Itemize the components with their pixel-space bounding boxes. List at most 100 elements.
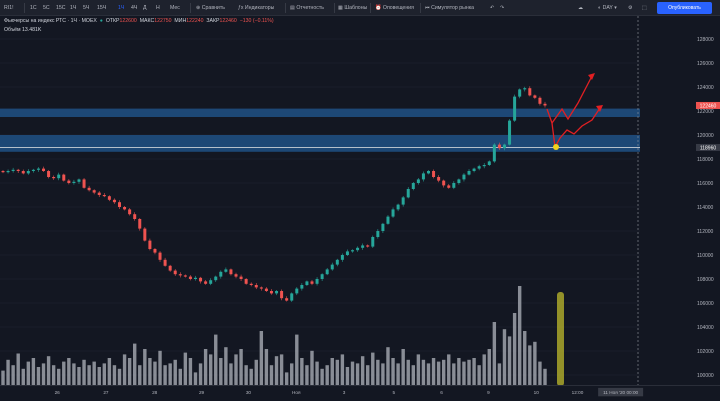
candle-body bbox=[452, 183, 456, 188]
camera-icon[interactable]: ⬚ bbox=[642, 5, 647, 11]
volume-bar bbox=[366, 365, 370, 385]
candle-body bbox=[305, 281, 309, 285]
support-zone bbox=[0, 135, 640, 152]
candle-body bbox=[502, 144, 506, 149]
candle-body bbox=[361, 245, 365, 248]
price-tick-label: 128000 bbox=[697, 37, 714, 43]
cloud-icon[interactable]: ☁ bbox=[578, 5, 584, 11]
candle-body bbox=[472, 168, 476, 171]
volume-bar bbox=[92, 361, 96, 385]
undo-icon[interactable]: ↶ bbox=[490, 5, 495, 11]
candle-body bbox=[16, 169, 20, 171]
legend-title-row: Фьючерсы на индекс РТС · 1Ч · MOEX ● ОТК… bbox=[4, 18, 274, 24]
volume-bar bbox=[97, 367, 101, 385]
candle-body bbox=[26, 171, 30, 174]
volume-bar bbox=[355, 363, 360, 385]
candle-body bbox=[178, 274, 182, 276]
low-label: МИН bbox=[174, 18, 187, 24]
entry-point-marker bbox=[553, 144, 559, 150]
candle-body bbox=[173, 270, 177, 275]
volume-bar bbox=[421, 359, 426, 385]
volume-bar bbox=[477, 365, 481, 385]
gear-icon[interactable]: ⚙ bbox=[628, 5, 633, 11]
candle-body bbox=[366, 245, 370, 247]
candle-body bbox=[513, 96, 517, 121]
candle-body bbox=[275, 291, 279, 294]
timeframe-select[interactable]: ◐ DAY ▾ bbox=[598, 5, 617, 11]
symbol-search-input[interactable]: RI1! bbox=[4, 5, 14, 11]
candle-body bbox=[351, 250, 355, 252]
indicators-button[interactable]: ƒx Индикаторы bbox=[238, 5, 275, 11]
time-axis[interactable]: 26 27 28 29 30 Ноя 3 5 6 9 10 12:00 11 Ноя '20 00:0… bbox=[0, 385, 720, 401]
toolbar-divider bbox=[420, 3, 421, 13]
interval-button[interactable]: 15С bbox=[56, 5, 66, 11]
volume-bar bbox=[122, 354, 127, 385]
volume-bar bbox=[457, 358, 461, 385]
price-tick-label: 108000 bbox=[697, 277, 714, 283]
candle-body bbox=[462, 174, 466, 180]
candle-body bbox=[244, 279, 248, 284]
candle-body bbox=[335, 259, 339, 265]
volume-bar bbox=[16, 353, 20, 385]
candle-body bbox=[219, 271, 223, 277]
reports-label: Отчетность bbox=[296, 5, 324, 11]
price-tick-label: 100000 bbox=[697, 373, 714, 379]
price-axis-bg bbox=[640, 16, 720, 385]
candle-body bbox=[421, 173, 425, 180]
templates-label: Шаблоны bbox=[344, 5, 368, 11]
volume-bar bbox=[153, 361, 157, 385]
candle-body bbox=[396, 204, 400, 210]
compare-label: Сравнить bbox=[201, 5, 225, 11]
price-tick-label: 102000 bbox=[697, 349, 714, 355]
interval-button[interactable]: Н bbox=[156, 5, 160, 11]
current-price-badge bbox=[696, 101, 720, 109]
interval-button[interactable]: 5Ч bbox=[83, 5, 90, 11]
simulator-label: Симулятор рынка bbox=[431, 5, 474, 11]
interval-button[interactable]: 5С bbox=[43, 5, 50, 11]
candle-body bbox=[280, 291, 284, 299]
volume-bar bbox=[208, 354, 213, 385]
price-tick-label: 118000 bbox=[697, 157, 714, 163]
alerts-button[interactable]: ⏰ Оповещения bbox=[375, 5, 414, 11]
interval-button[interactable]: 1Ч bbox=[70, 5, 77, 11]
candle-body bbox=[467, 171, 471, 175]
volume-bar bbox=[381, 363, 385, 385]
time-tick-label: 5 bbox=[392, 390, 395, 395]
redo-icon[interactable]: ↷ bbox=[500, 5, 505, 11]
interval-button[interactable]: 1С bbox=[30, 5, 37, 11]
volume-bar bbox=[107, 358, 112, 385]
volume-bar bbox=[538, 361, 542, 385]
time-tick-label: 26 bbox=[55, 390, 61, 395]
interval-button[interactable]: 15Ч bbox=[97, 5, 107, 11]
volume-bar bbox=[411, 365, 415, 385]
templates-button[interactable]: ▦ Шаблоны bbox=[338, 5, 368, 11]
interval-button[interactable]: Д bbox=[143, 5, 147, 11]
forecast-arrow-1 bbox=[546, 75, 593, 125]
simulator-button[interactable]: ⏮ Симулятор рынка bbox=[425, 5, 474, 11]
candle-body bbox=[102, 195, 106, 197]
candle-body bbox=[199, 277, 203, 282]
volume-bar bbox=[259, 331, 264, 385]
high-label: МАКС bbox=[139, 18, 155, 24]
indicators-label: Индикаторы bbox=[244, 5, 275, 11]
interval-button[interactable]: Мес bbox=[170, 5, 180, 11]
candle-body bbox=[264, 288, 268, 291]
interval-button[interactable]: 4Ч bbox=[131, 5, 138, 11]
publish-button[interactable]: Опубликовать bbox=[657, 2, 712, 14]
toolbar-divider bbox=[334, 3, 335, 13]
reports-button[interactable]: ▤ Отчетность bbox=[290, 5, 324, 11]
price-axis[interactable]: 128000 126000 124000 122000 120000 118000 1160… bbox=[640, 16, 720, 385]
candle-body bbox=[128, 209, 132, 215]
compare-button[interactable]: ⊕ Сравнить bbox=[196, 5, 225, 11]
price-chart[interactable]: 128000 126000 124000 122000 120000 118000 1160… bbox=[0, 16, 720, 385]
crosshair-price-label: 118960 bbox=[700, 145, 717, 151]
candle-body bbox=[62, 174, 66, 181]
interval-button[interactable]: 1Ч bbox=[118, 5, 125, 11]
top-toolbar: RI1! 1С 5С 15С 1Ч 5Ч 15Ч 1Ч 4Ч Д Н Мес ⊕ Сравнить … bbox=[0, 0, 720, 16]
time-tick-label: 9 bbox=[487, 390, 490, 395]
volume-bar bbox=[198, 363, 203, 385]
candle-body bbox=[315, 279, 319, 284]
candle-body bbox=[21, 171, 25, 174]
symbol-title[interactable]: Фьючерсы на индекс РТС · 1Ч · MOEX bbox=[4, 18, 97, 24]
volume-bar bbox=[72, 363, 76, 385]
